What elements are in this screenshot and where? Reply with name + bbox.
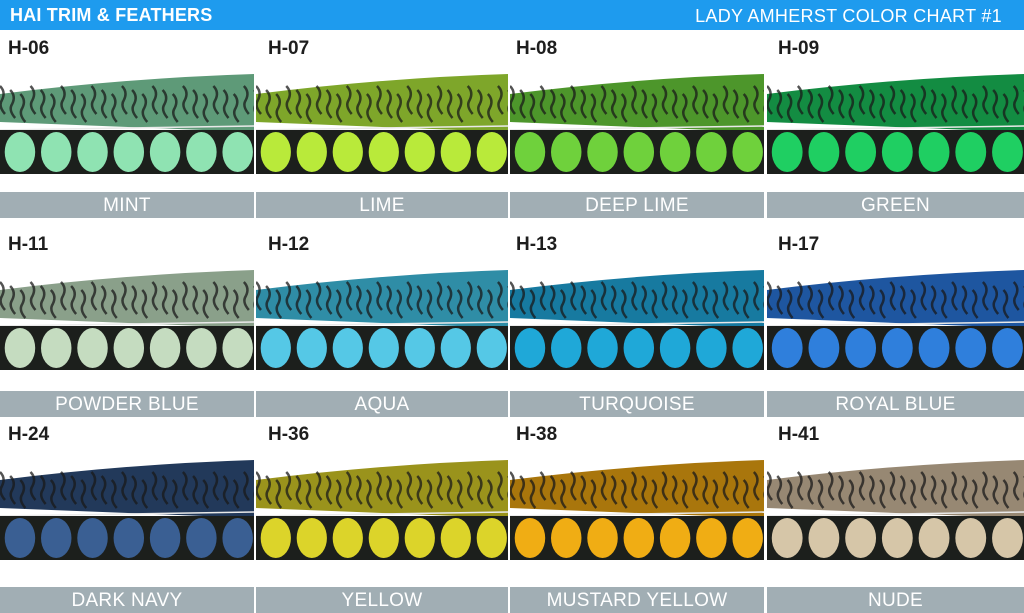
feather-image [510,260,764,370]
swatch-code: H-11 [8,234,49,255]
swatch-color-name: YELLOW [256,587,508,613]
swatch-code: H-09 [778,38,820,59]
header-bar: HAI TRIM & FEATHERS LADY AMHERST COLOR C… [0,0,1024,30]
swatch-card: H-36 YELLOW [256,418,508,613]
swatch-card: H-13 TURQUOISE [510,228,764,417]
swatch-color-name: MUSTARD YELLOW [510,587,764,613]
swatch-code: H-24 [8,424,50,445]
feather-image [0,260,254,370]
swatch-card: H-17 ROYAL BLUE [767,228,1024,417]
swatch-card: H-41 NUDE [767,418,1024,613]
swatch-color-name: NUDE [767,587,1024,613]
swatch-code: H-17 [778,234,820,255]
brand-name: HAI TRIM & FEATHERS [10,5,213,25]
feather-image [767,450,1024,560]
swatch-color-name: DEEP LIME [510,192,764,218]
feather-image [0,450,254,560]
feather-image [510,64,764,174]
feather-image [256,450,508,560]
swatch-color-name: GREEN [767,192,1024,218]
swatch-code: H-12 [268,234,310,255]
swatch-code: H-13 [516,234,558,255]
chart-title: LADY AMHERST COLOR CHART #1 [695,6,1002,26]
swatch-color-name: TURQUOISE [510,391,764,417]
swatch-code: H-38 [516,424,558,445]
swatch-color-name: DARK NAVY [0,587,254,613]
feather-image [0,64,254,174]
feather-image [510,450,764,560]
swatch-color-name: ROYAL BLUE [767,391,1024,417]
swatch-card: H-12 AQUA [256,228,508,417]
swatch-color-name: POWDER BLUE [0,391,254,417]
swatch-code: H-08 [516,38,558,59]
swatch-card: H-09 GREEN [767,32,1024,218]
swatch-code: H-06 [8,38,50,59]
feather-image [767,260,1024,370]
swatch-color-name: AQUA [256,391,508,417]
swatch-card: H-11 POWDER BLUE [0,228,254,417]
swatch-code: H-41 [778,424,820,445]
feather-image [256,260,508,370]
swatch-code: H-07 [268,38,310,59]
feather-image [767,64,1024,174]
swatch-card: H-06 MINT [0,32,254,218]
feather-image [256,64,508,174]
swatch-card: H-08 DEEP LIME [510,32,764,218]
swatch-card: H-38 MUSTARD YELLOW [510,418,764,613]
swatch-card: H-07 LIME [256,32,508,218]
swatch-code: H-36 [268,424,310,445]
swatch-card: H-24 DARK NAVY [0,418,254,613]
swatch-color-name: LIME [256,192,508,218]
swatch-color-name: MINT [0,192,254,218]
